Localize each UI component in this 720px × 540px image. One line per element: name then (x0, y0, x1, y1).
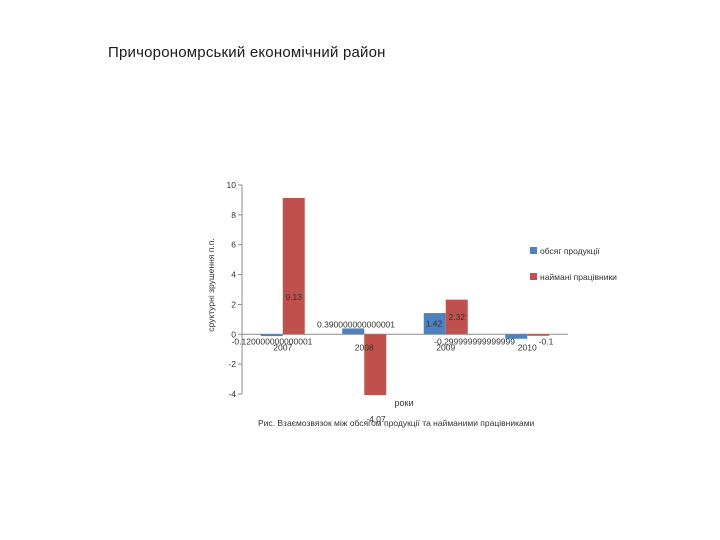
y-tick-label: 4 (231, 270, 236, 280)
data-label: -4.07 (366, 414, 386, 424)
slide-title: Причорономрський економічний район (108, 44, 386, 61)
bar-output-2009 (423, 313, 446, 335)
x-axis-label: роки (395, 398, 414, 408)
legend-swatch (530, 273, 537, 280)
y-tick-label: 10 (227, 180, 237, 190)
data-label: 1.42 (426, 318, 443, 328)
data-label: 9.13 (285, 292, 302, 302)
bar-workers-2008 (364, 334, 387, 396)
bar-workers-2009 (445, 299, 468, 335)
bar-workers-2007 (282, 197, 305, 335)
legend-label: обсяг продукції (540, 246, 600, 256)
y-tick-label: 0 (231, 329, 236, 339)
x-tick-label: 2010 (518, 342, 537, 352)
legend-swatch (530, 247, 537, 254)
y-tick-label: 6 (231, 240, 236, 250)
data-label: -0.299999999999999 (434, 336, 515, 346)
legend-label: наймані працівники (540, 272, 617, 282)
chart-caption: Рис. Взаємозвязок між обсягом продукції … (258, 418, 535, 428)
y-tick-label: -2 (228, 359, 236, 369)
x-tick-label: 2009 (436, 342, 455, 352)
y-axis-label: сруктурні зрушення п.п. (206, 238, 216, 331)
bar-output-2007 (260, 334, 283, 337)
data-label: -0.1 (539, 336, 554, 346)
data-label: 0.390000000000001 (317, 319, 395, 329)
data-label: -0.120000000000001 (232, 336, 313, 346)
y-tick-label: -4 (228, 389, 236, 399)
y-tick-label: 8 (231, 210, 236, 220)
data-label: 2.32 (448, 312, 465, 322)
y-tick-label: 2 (231, 299, 236, 309)
bar-output-2008 (342, 328, 365, 335)
bar-workers-2010 (527, 334, 550, 336)
bar-output-2010 (505, 334, 528, 339)
x-tick-label: 2007 (273, 342, 292, 352)
x-tick-label: 2008 (355, 342, 374, 352)
